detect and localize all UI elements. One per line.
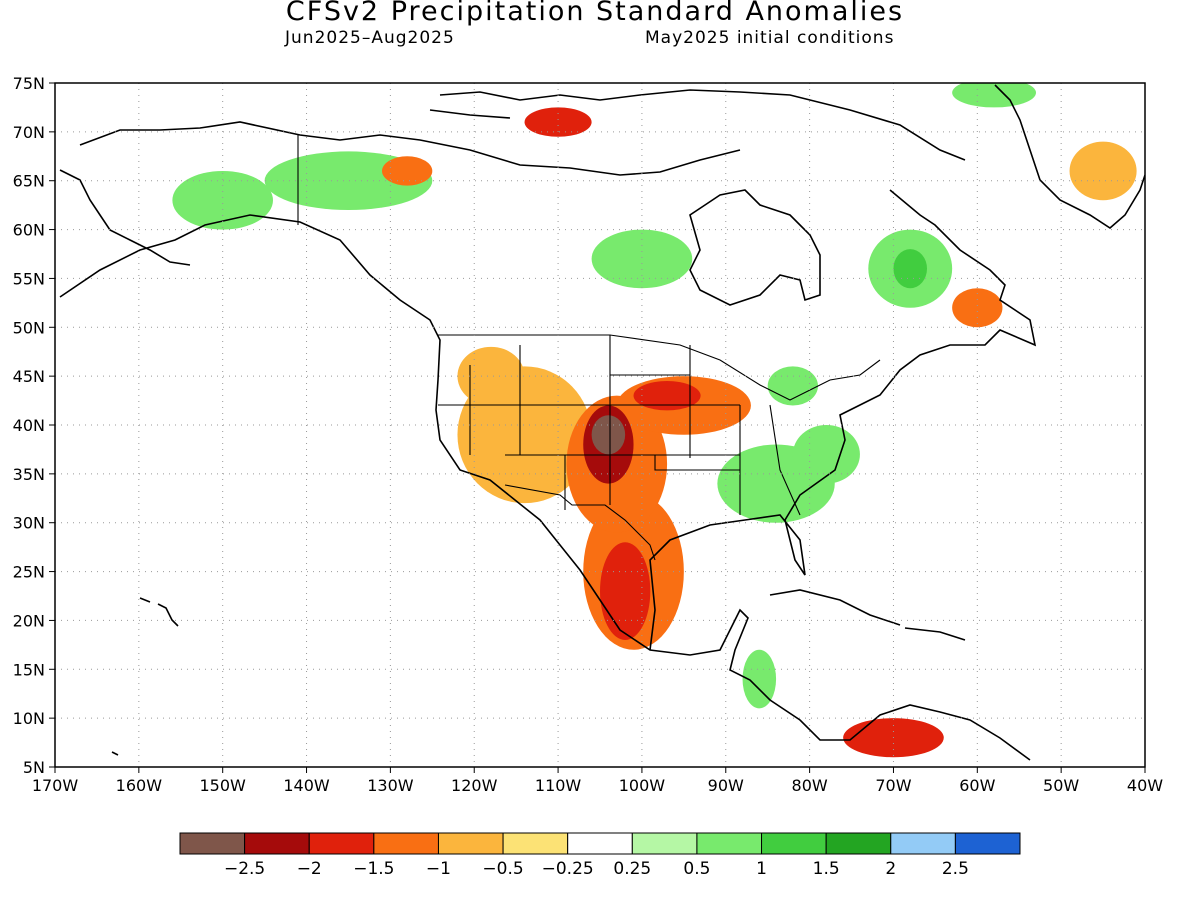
us-state-lines bbox=[438, 335, 801, 516]
colorbar-swatch bbox=[761, 832, 827, 855]
hawaii-islands bbox=[111, 597, 179, 756]
lat-tick-label: 25N bbox=[13, 563, 45, 582]
anomaly-region bbox=[952, 83, 1036, 108]
lon-tick-label: 140W bbox=[283, 776, 330, 795]
colorbar-swatch bbox=[631, 832, 698, 855]
lat-tick-label: 20N bbox=[13, 611, 45, 630]
colorbar-swatch bbox=[567, 832, 633, 855]
colorbar-label: −1 bbox=[426, 859, 451, 879]
colorbar: −2.5 −2 −1.5 −1 −0.5 −0.25 0.25 0.5 1 1.5 2 2.5 bbox=[179, 832, 1021, 879]
lat-tick-label: 60N bbox=[13, 221, 45, 240]
lat-tick-label: 65N bbox=[13, 172, 45, 191]
colorbar-swatch bbox=[437, 832, 504, 855]
hudson-bay-coast bbox=[689, 189, 821, 306]
anomaly-region bbox=[524, 107, 592, 137]
colorbar-swatch bbox=[825, 832, 892, 855]
anomaly-region bbox=[952, 288, 1003, 328]
lon-tick-label: 130W bbox=[367, 776, 414, 795]
forecast-period: Jun2025–Aug2025 bbox=[285, 28, 455, 48]
colorbar-swatch bbox=[502, 832, 569, 855]
anomaly-region bbox=[600, 542, 651, 640]
lat-tick-label: 5N bbox=[23, 758, 45, 777]
lon-tick-label: 170W bbox=[32, 776, 79, 795]
anomaly-region bbox=[633, 381, 701, 411]
colorbar-swatch bbox=[373, 832, 439, 855]
colorbar-swatch bbox=[890, 832, 956, 855]
colorbar-label: 0.25 bbox=[613, 859, 651, 879]
lat-tick-label: 35N bbox=[13, 465, 45, 484]
anomaly-region bbox=[1069, 141, 1137, 201]
lon-tick-label: 60W bbox=[959, 776, 995, 795]
lat-lon-grid bbox=[55, 83, 1145, 767]
lat-tick-label: 10N bbox=[13, 709, 45, 728]
lon-tick-label: 120W bbox=[451, 776, 498, 795]
lat-tick-label: 30N bbox=[13, 514, 45, 533]
lon-tick-label: 100W bbox=[619, 776, 666, 795]
lon-tick-label: 70W bbox=[875, 776, 911, 795]
lat-tick-label: 50N bbox=[13, 318, 45, 337]
anomaly-region bbox=[893, 249, 927, 289]
colorbar-label: −0.25 bbox=[542, 859, 594, 879]
colorbar-label: −2.5 bbox=[224, 859, 265, 879]
colorbar-label: 2 bbox=[885, 859, 896, 879]
lat-tick-label: 75N bbox=[13, 74, 45, 93]
latitude-axis: 75N 70N 65N 60N 55N 50N 45N 40N 35N 30N 25N 20N 15N 1… bbox=[13, 74, 55, 777]
north-america-coastline bbox=[59, 214, 1031, 761]
lon-tick-label: 90W bbox=[708, 776, 744, 795]
colorbar-label: 0.5 bbox=[683, 859, 710, 879]
colorbar-label: −2 bbox=[297, 859, 322, 879]
anomaly-region bbox=[457, 346, 525, 406]
anomaly-region bbox=[591, 415, 626, 455]
us-canada-border bbox=[438, 334, 881, 401]
lat-tick-label: 45N bbox=[13, 367, 45, 386]
political-borders bbox=[297, 135, 881, 561]
gulf-coast bbox=[649, 189, 1037, 651]
lat-tick-label: 40N bbox=[13, 416, 45, 435]
lon-tick-label: 110W bbox=[535, 776, 582, 795]
anomaly-region bbox=[382, 156, 433, 186]
colorbar-label: 2.5 bbox=[942, 859, 969, 879]
anomaly-region bbox=[591, 229, 693, 289]
initial-conditions: May2025 initial conditions bbox=[645, 28, 895, 48]
colorbar-swatch bbox=[954, 832, 1021, 855]
lon-tick-label: 80W bbox=[792, 776, 828, 795]
anomaly-region bbox=[742, 649, 777, 709]
lon-tick-label: 150W bbox=[200, 776, 247, 795]
colorbar-swatch bbox=[308, 832, 375, 855]
arctic-islands bbox=[429, 89, 966, 161]
cuba-coast bbox=[769, 589, 966, 641]
longitude-axis: 170W 160W 150W 140W 130W 120W 110W 100W 90W 80W 70… bbox=[32, 767, 1163, 795]
colorbar-label: −0.5 bbox=[482, 859, 523, 879]
greenland-coast bbox=[994, 84, 1145, 229]
colorbar-swatch bbox=[244, 832, 310, 855]
lat-tick-label: 70N bbox=[13, 123, 45, 142]
lon-tick-label: 160W bbox=[116, 776, 163, 795]
colorbar-label: 1 bbox=[756, 859, 767, 879]
colorbar-label: −1.5 bbox=[353, 859, 394, 879]
coastlines bbox=[59, 84, 1145, 761]
lon-tick-label: 40W bbox=[1127, 776, 1163, 795]
anomaly-region bbox=[767, 366, 818, 406]
us-mexico-border bbox=[504, 484, 656, 561]
arctic-coast bbox=[79, 121, 741, 176]
anomaly-region bbox=[792, 425, 860, 484]
colorbar-label: 1.5 bbox=[813, 859, 840, 879]
colorbar-swatch bbox=[696, 832, 763, 855]
lat-tick-label: 55N bbox=[13, 269, 45, 288]
map-title: CFSv2 Precipitation Standard Anomalies bbox=[285, 0, 905, 27]
colorbar-swatch bbox=[179, 832, 246, 855]
lat-tick-label: 15N bbox=[13, 660, 45, 679]
lon-tick-label: 50W bbox=[1043, 776, 1079, 795]
